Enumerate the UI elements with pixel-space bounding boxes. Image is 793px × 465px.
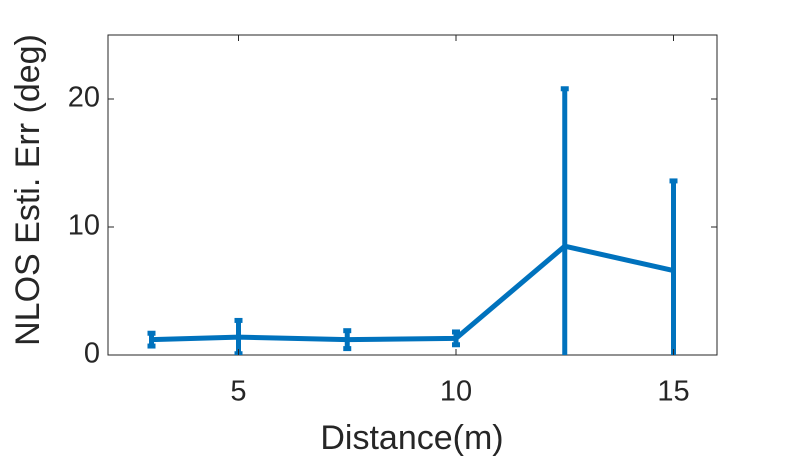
x-tick-label: 10 [440, 376, 472, 408]
data-line [151, 243, 675, 343]
plot-area [107, 34, 718, 356]
error-bar [452, 329, 460, 348]
error-bar [343, 328, 352, 352]
y-tick-label: 10 [68, 210, 100, 242]
error-bar [669, 178, 678, 355]
x-axis-label: Distance(m) [320, 419, 503, 457]
y-tick-label: 20 [68, 82, 100, 114]
error-bar [147, 330, 156, 349]
x-tick-label: 15 [657, 376, 689, 408]
error-bar [560, 86, 569, 355]
y-tick-label: 0 [84, 338, 100, 370]
x-tick-label: 5 [230, 376, 246, 408]
y-axis-label: NLOS Esti. Err (deg) [9, 34, 47, 346]
plot-layer [147, 86, 678, 355]
